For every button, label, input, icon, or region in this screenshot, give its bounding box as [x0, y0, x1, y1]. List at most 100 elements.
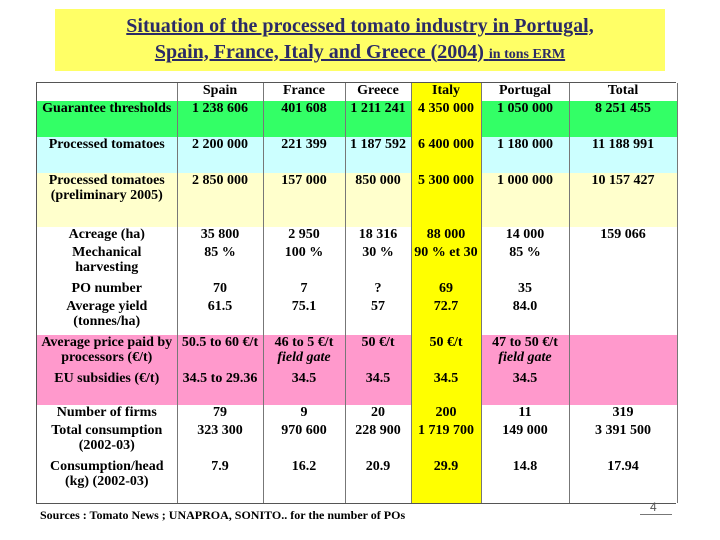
row-eu-subsidies: EU subsidies (€/t) 34.5 to 29.36 34.5 34… — [37, 371, 678, 405]
row-label: Number of firms — [37, 405, 178, 423]
cell-greece: 50 €/t — [345, 335, 412, 371]
cell-total — [569, 371, 678, 405]
row-po-number: PO number 70 7 ? 69 35 — [37, 281, 678, 299]
cell-greece: 20 — [345, 405, 412, 423]
cell-france: 75.1 — [263, 299, 346, 335]
title-box: Situation of the processed tomato indust… — [55, 9, 665, 71]
row-average-yield: Average yield (tonnes/ha) 61.5 75.1 57 7… — [37, 299, 678, 335]
row-acreage: Acreage (ha) 35 800 2 950 18 316 88 000 … — [37, 227, 678, 245]
cell-france: 401 608 — [263, 101, 346, 137]
row-average-price: Average price paid by processors (€/t) 5… — [37, 335, 678, 371]
header-italy: Italy — [411, 83, 482, 101]
row-consumption-per-head: Consumption/head (kg) (2002-03) 7.9 16.2… — [37, 459, 678, 503]
cell-greece: 34.5 — [345, 371, 412, 405]
cell-italy: 88 000 — [411, 227, 482, 245]
cell-italy: 69 — [411, 281, 482, 299]
cell-france: 100 % — [263, 245, 346, 281]
cell-france: 970 600 — [263, 423, 346, 459]
row-label: Total consumption (2002-03) — [37, 423, 178, 459]
cell-italy: 6 400 000 — [411, 137, 482, 173]
cell-italy: 1 719 700 — [411, 423, 482, 459]
cell-total — [569, 299, 678, 335]
cell-portugal: 1 000 000 — [481, 173, 570, 227]
cell-greece: 20.9 — [345, 459, 412, 503]
cell-greece: 30 % — [345, 245, 412, 281]
row-label: Average price paid by processors (€/t) — [37, 335, 178, 371]
cell-greece: ? — [345, 281, 412, 299]
row-guarantee-thresholds: Guarantee thresholds 1 238 606 401 608 1… — [37, 101, 678, 137]
cell-portugal: 149 000 — [481, 423, 570, 459]
row-label: EU subsidies (€/t) — [37, 371, 178, 405]
data-table: Spain France Greece Italy Portugal Total… — [37, 83, 678, 503]
cell-total: 11 188 991 — [569, 137, 678, 173]
cell-greece: 18 316 — [345, 227, 412, 245]
cell-total: 319 — [569, 405, 678, 423]
cell-note: field gate — [277, 350, 331, 365]
cell-greece: 228 900 — [345, 423, 412, 459]
cell-spain: 323 300 — [177, 423, 264, 459]
cell-spain: 2 850 000 — [177, 173, 264, 227]
cell-france: 9 — [263, 405, 346, 423]
cell-italy: 50 €/t — [411, 335, 482, 371]
cell-portugal: 85 % — [481, 245, 570, 281]
header-france: France — [263, 83, 346, 101]
title-line-1: Situation of the processed tomato indust… — [126, 14, 594, 37]
row-label: Acreage (ha) — [37, 227, 178, 245]
header-empty — [37, 83, 178, 101]
cell-greece: 57 — [345, 299, 412, 335]
cell-greece: 1 211 241 — [345, 101, 412, 137]
cell-note: field gate — [498, 350, 552, 365]
cell-total — [569, 335, 678, 371]
page-number: 4 — [650, 500, 657, 514]
header-row: Spain France Greece Italy Portugal Total — [37, 83, 678, 101]
cell-value: 47 to 50 €/t — [492, 335, 558, 350]
cell-spain: 7.9 — [177, 459, 264, 503]
row-label: Mechanical harvesting — [37, 245, 178, 281]
cell-italy: 90 % et 30 — [411, 245, 482, 281]
cell-total: 3 391 500 — [569, 423, 678, 459]
cell-value: 46 to 5 €/t — [274, 335, 334, 350]
cell-portugal: 35 — [481, 281, 570, 299]
cell-portugal: 14.8 — [481, 459, 570, 503]
cell-spain: 50.5 to 60 €/t — [177, 335, 264, 371]
data-table-wrapper: Spain France Greece Italy Portugal Total… — [36, 82, 678, 504]
row-processed-tomatoes: Processed tomatoes 2 200 000 221 399 1 1… — [37, 137, 678, 173]
cell-france: 2 950 — [263, 227, 346, 245]
cell-spain: 2 200 000 — [177, 137, 264, 173]
cell-spain: 61.5 — [177, 299, 264, 335]
cell-france: 157 000 — [263, 173, 346, 227]
row-label: PO number — [37, 281, 178, 299]
cell-spain: 79 — [177, 405, 264, 423]
cell-total: 8 251 455 — [569, 101, 678, 137]
cell-portugal: 11 — [481, 405, 570, 423]
cell-italy: 5 300 000 — [411, 173, 482, 227]
cell-france: 34.5 — [263, 371, 346, 405]
cell-total: 10 157 427 — [569, 173, 678, 227]
cell-portugal: 84.0 — [481, 299, 570, 335]
cell-portugal: 14 000 — [481, 227, 570, 245]
cell-spain: 85 % — [177, 245, 264, 281]
cell-france: 221 399 — [263, 137, 346, 173]
page-number-underline — [640, 514, 672, 515]
row-label: Guarantee thresholds — [37, 101, 178, 137]
cell-italy: 200 — [411, 405, 482, 423]
cell-value: 50.5 to 60 €/t — [181, 335, 259, 350]
cell-portugal: 34.5 — [481, 371, 570, 405]
cell-france: 16.2 — [263, 459, 346, 503]
header-greece: Greece — [345, 83, 412, 101]
row-label: Consumption/head (kg) (2002-03) — [37, 459, 178, 503]
cell-france: 7 — [263, 281, 346, 299]
row-number-of-firms: Number of firms 79 9 20 200 11 319 — [37, 405, 678, 423]
cell-italy: 34.5 — [411, 371, 482, 405]
sources-note: Sources : Tomato News ; UNAPROA, SONITO.… — [40, 508, 406, 522]
cell-portugal: 47 to 50 €/t field gate — [481, 335, 570, 371]
cell-total — [569, 245, 678, 281]
cell-portugal: 1 050 000 — [481, 101, 570, 137]
header-spain: Spain — [177, 83, 264, 101]
row-label: Processed tomatoes — [37, 137, 178, 173]
row-mechanical-harvesting: Mechanical harvesting 85 % 100 % 30 % 90… — [37, 245, 678, 281]
cell-spain: 1 238 606 — [177, 101, 264, 137]
row-label: Average yield (tonnes/ha) — [37, 299, 178, 335]
row-processed-tomatoes-2005: Processed tomatoes (preliminary 2005) 2 … — [37, 173, 678, 227]
cell-italy: 72.7 — [411, 299, 482, 335]
